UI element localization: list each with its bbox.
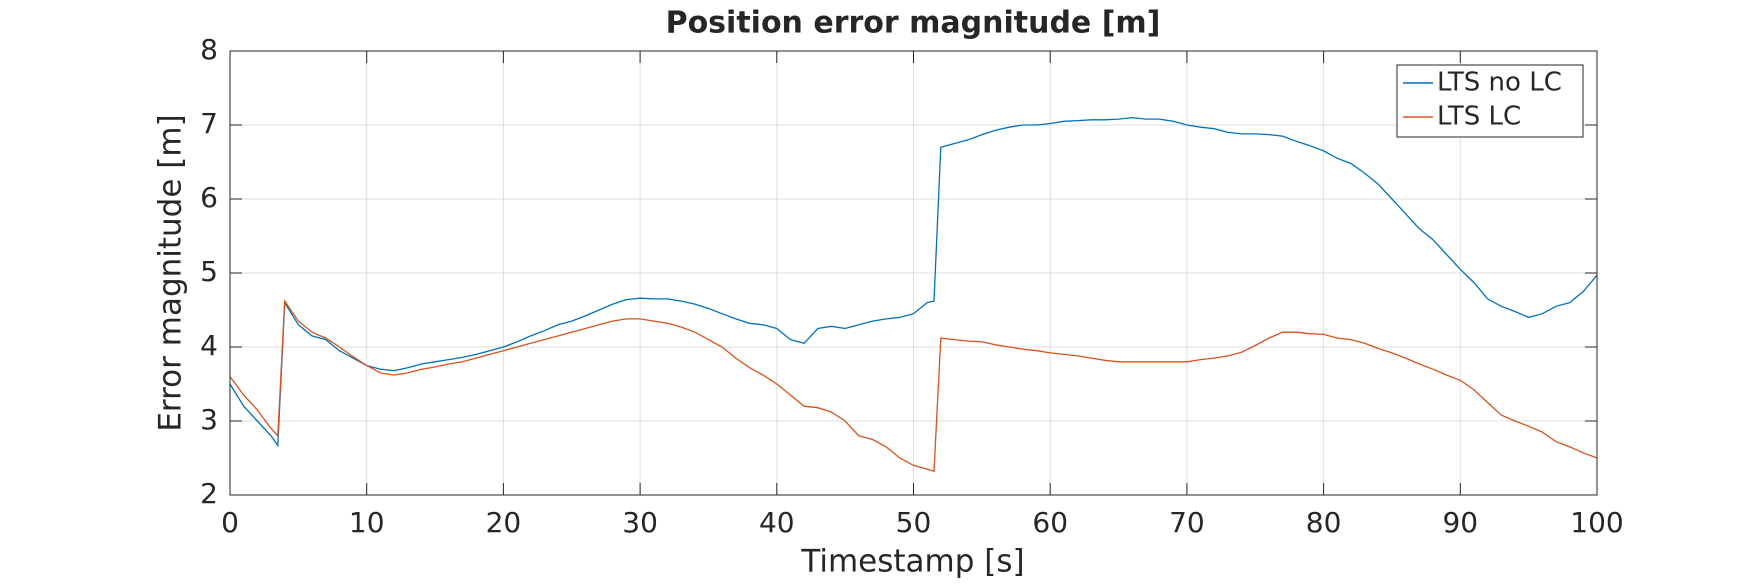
x-tick-label: 40 (759, 506, 795, 539)
legend-label: LTS no LC (1437, 68, 1562, 98)
legend-box (1396, 64, 1584, 138)
x-tick-label: 60 (1032, 506, 1068, 539)
y-tick-label: 3 (200, 403, 218, 436)
x-tick-label: 10 (349, 506, 385, 539)
x-tick-label: 80 (1306, 506, 1342, 539)
y-tick-label: 5 (200, 255, 218, 288)
data-line (229, 116, 1598, 448)
y-tick-label: 6 (200, 181, 218, 214)
x-tick-label: 70 (1169, 506, 1205, 539)
y-tick-label: 2 (200, 477, 218, 510)
axes-box (229, 50, 1598, 496)
x-tick-label: 0 (221, 506, 239, 539)
data-line (229, 299, 1598, 473)
x-tick-label: 30 (622, 506, 658, 539)
x-tick-label: 50 (896, 506, 932, 539)
y-tick-label: 7 (200, 107, 218, 140)
x-tick-label: 100 (1570, 506, 1623, 539)
y-tick-label: 4 (200, 329, 218, 362)
legend-label: LTS LC (1437, 102, 1521, 132)
x-tick-label: 20 (486, 506, 522, 539)
x-tick-label: 90 (1442, 506, 1478, 539)
y-tick-label: 8 (200, 33, 218, 66)
x-axis-label: Timestamp [s] (800, 544, 1024, 580)
chart-title: Position error magnitude [m] (666, 6, 1161, 41)
y-axis-label: Error magnitude [m] (153, 114, 189, 431)
